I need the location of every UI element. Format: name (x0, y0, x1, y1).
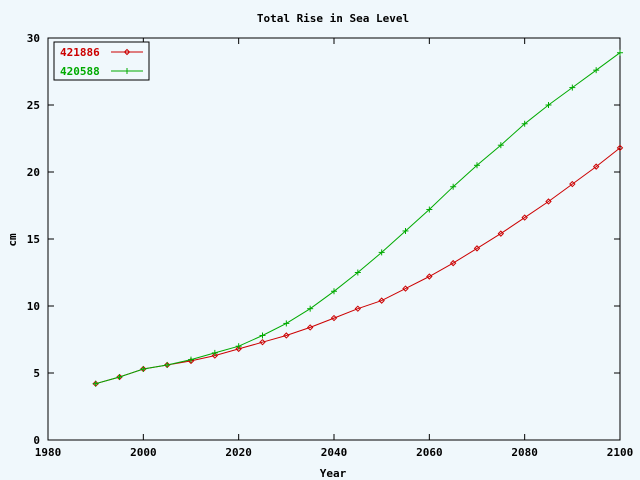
diamond-point (497, 230, 505, 237)
y-tick-label: 10 (27, 300, 40, 313)
plus-point (211, 349, 218, 356)
plus-point (331, 288, 337, 295)
plus-point (188, 356, 194, 363)
plus-point (569, 84, 576, 91)
y-tick-label: 25 (27, 99, 40, 112)
plus-point (140, 365, 147, 372)
diamond-point (259, 338, 266, 346)
diamond-point (449, 259, 457, 267)
plus-point (497, 142, 504, 149)
x-axis-ticks: 1980 2000 2020 2040 2060 2080 2100 (35, 38, 634, 459)
plus-point (474, 162, 480, 169)
legend-box (53, 41, 150, 81)
plus-point (545, 102, 552, 108)
plot-frame (47, 37, 621, 441)
y-tick-label: 30 (27, 32, 40, 45)
diamond-point (545, 198, 552, 205)
y-tick-label: 20 (27, 166, 40, 179)
plus-point (235, 343, 242, 350)
plus-point (283, 320, 290, 327)
legend: 421886 420588 (53, 41, 150, 81)
plus-point (450, 183, 457, 190)
y-tick-label: 0 (33, 434, 40, 447)
plus-point (593, 67, 600, 74)
diamond-point (378, 297, 385, 304)
plus-point (378, 249, 385, 256)
plus-point (164, 361, 171, 368)
diamond-point (426, 273, 433, 280)
x-tick-label: 1980 (35, 446, 62, 459)
series-421886 (92, 144, 624, 387)
series-layer (92, 49, 624, 387)
y-axis-title: cm (6, 233, 19, 247)
plus-point (426, 206, 433, 213)
x-tick-label: 2000 (130, 446, 157, 459)
plus-point (92, 380, 99, 387)
plot-border (47, 37, 621, 441)
diamond-point (354, 305, 362, 312)
plus-point (617, 49, 623, 56)
plus-point (124, 68, 130, 74)
legend-label: 421886 (60, 46, 100, 59)
diamond-point (473, 245, 481, 252)
series-420588 (92, 49, 623, 387)
diamond-point (592, 163, 600, 170)
x-tick-label: 2040 (321, 446, 348, 459)
y-axis-ticks: 0 5 10 15 20 25 30 (27, 32, 620, 447)
diamond-point (402, 285, 409, 292)
diamond-point (306, 324, 314, 331)
x-tick-label: 2080 (511, 446, 538, 459)
plus-point (307, 305, 314, 312)
x-axis-title: Year (320, 467, 347, 480)
series-line (95, 147, 621, 385)
series-line (95, 52, 621, 385)
diamond-point (283, 332, 290, 339)
diamond-point (521, 214, 528, 221)
diamond-point (330, 314, 338, 322)
x-tick-label: 2100 (607, 446, 634, 459)
y-tick-label: 5 (33, 367, 40, 380)
plus-point (521, 120, 528, 127)
x-tick-label: 2060 (416, 446, 443, 459)
y-tick-label: 15 (27, 233, 40, 246)
x-tick-label: 2020 (225, 446, 252, 459)
plus-point (354, 269, 361, 276)
diamond-point (235, 345, 242, 353)
chart-title: Total Rise in Sea Level (257, 12, 409, 25)
plus-point (259, 332, 266, 339)
diamond-point (211, 352, 219, 359)
diamond-point (123, 48, 131, 56)
plus-point (402, 227, 409, 234)
diamond-point (616, 144, 624, 152)
diamond-point (569, 180, 576, 188)
legend-label: 420588 (60, 65, 100, 78)
plus-point (116, 374, 123, 381)
